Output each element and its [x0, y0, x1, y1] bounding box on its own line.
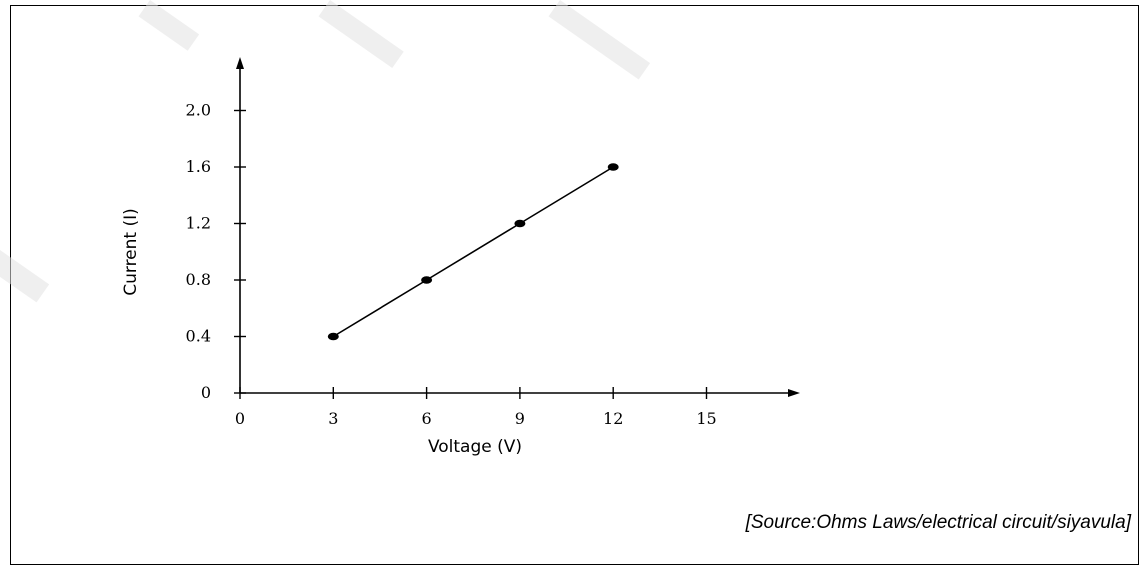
y-axis-arrow: [236, 57, 244, 69]
x-tick-label: 6: [422, 409, 432, 428]
y-tick-label: 1.2: [186, 214, 211, 233]
data-point: [608, 163, 619, 171]
data-point: [328, 333, 339, 341]
chart: 0 3 6 9 12 15 0 0.4 0.8 1.2 1.6 2.0 Voltage (V) Cur…: [0, 0, 1145, 549]
y-tick-label: 0: [201, 383, 211, 402]
x-axis-title: Voltage (V): [428, 437, 522, 457]
y-tick-label: 1.6: [186, 157, 211, 176]
series-line: [333, 167, 613, 337]
y-tick-label: 0.4: [186, 327, 211, 346]
y-axis-title: Current (I): [121, 208, 141, 296]
x-tick-label: 0: [235, 409, 245, 428]
y-tick-label: 2.0: [186, 101, 211, 120]
series: [328, 163, 619, 340]
x-tick-label: 15: [696, 409, 716, 428]
x-tick-label: 3: [328, 409, 338, 428]
y-tick-label: 0.8: [186, 270, 211, 289]
x-tick-label: 12: [603, 409, 623, 428]
data-point: [514, 220, 525, 228]
data-point: [421, 276, 432, 284]
x-tick-label: 9: [515, 409, 525, 428]
source-note: [Source:Ohms Laws/electrical circuit/siy…: [746, 512, 1131, 534]
x-axis-arrow: [788, 389, 800, 397]
